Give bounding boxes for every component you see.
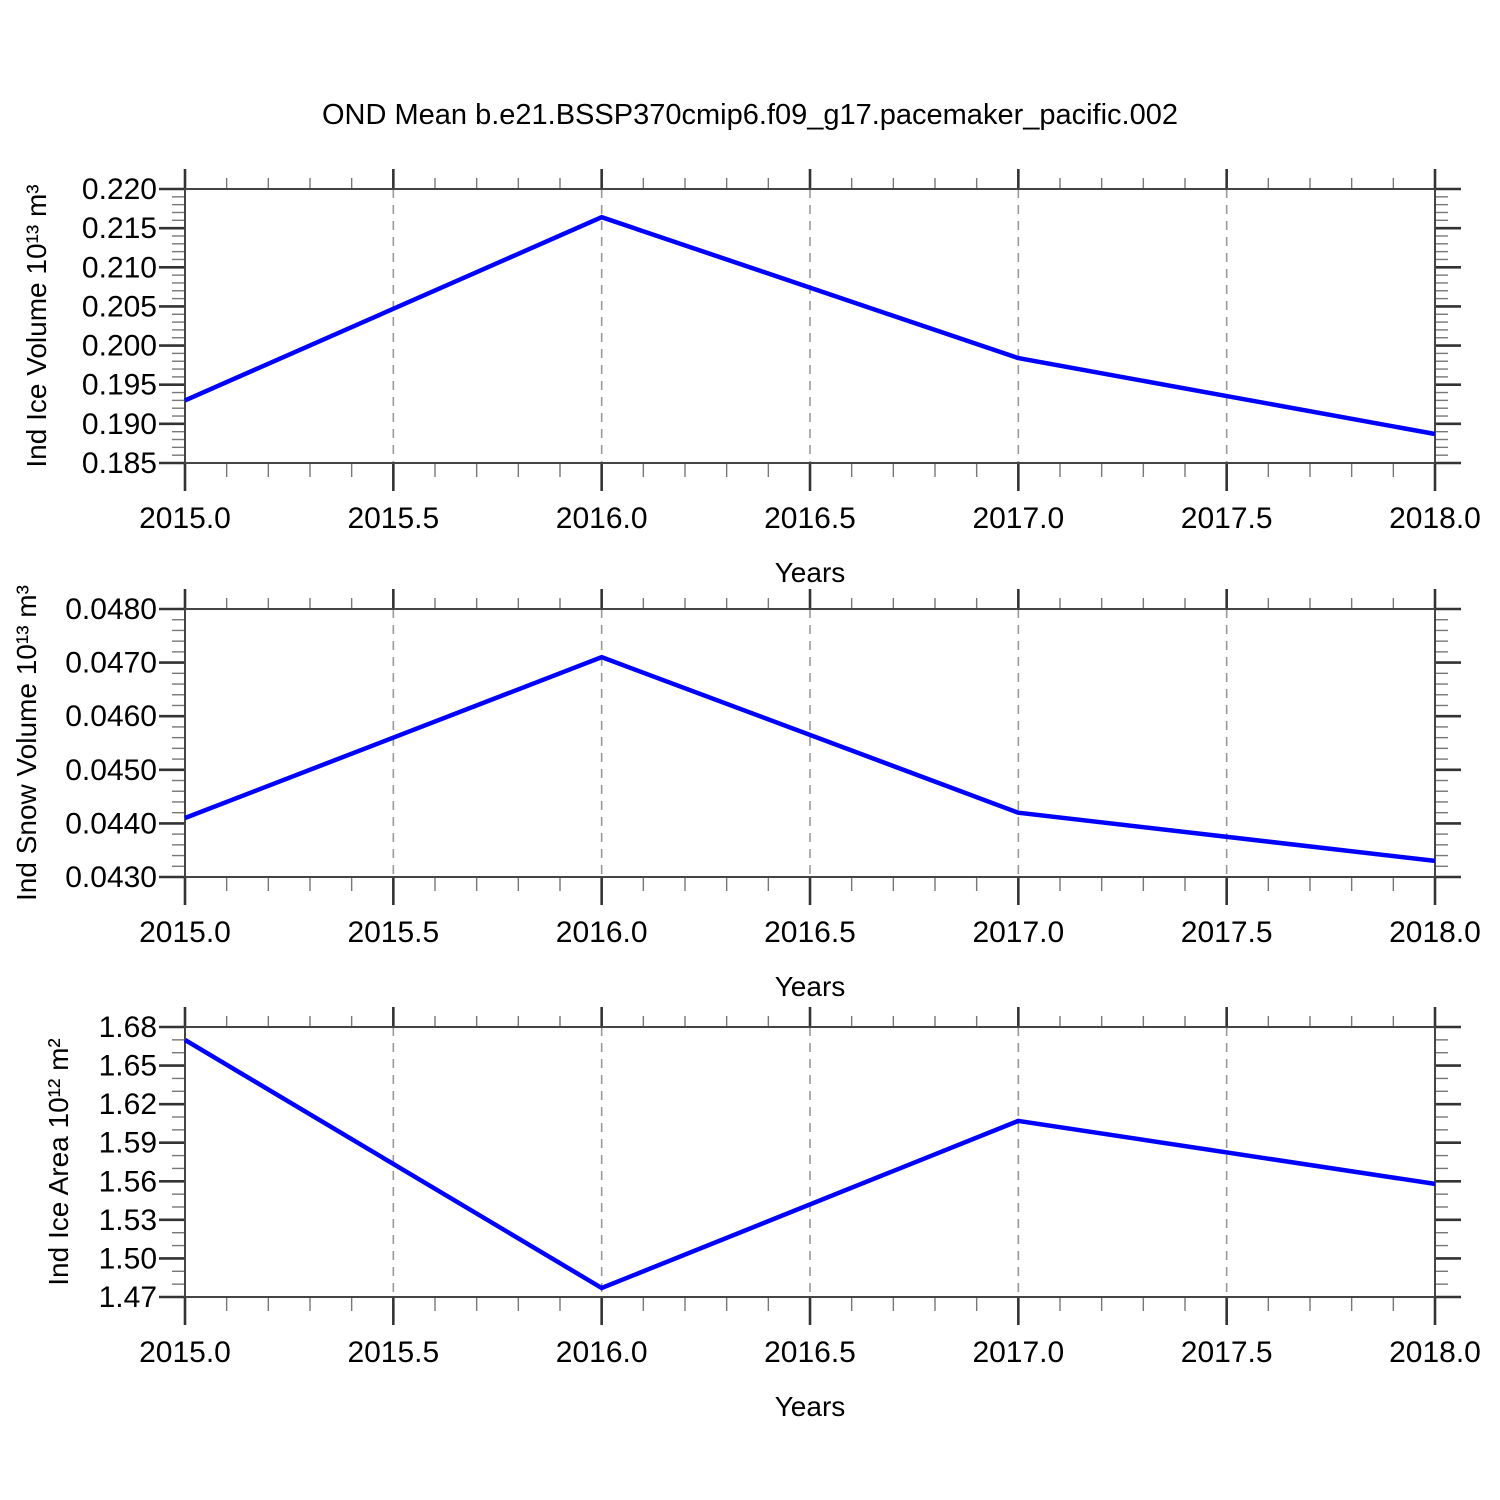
x-tick-label: 2018.0 [1389, 1336, 1481, 1369]
ind-snow-volume-panel: 2015.0 2015.5 2016.0 2016.5 2017.0 2017.5 2018… [65, 589, 1481, 1002]
plot-border [184, 1026, 1436, 1298]
x-tick-label: 2015.0 [139, 916, 231, 949]
y-tick-label: 0.0440 [65, 807, 157, 840]
x-tick-label: 2017.5 [1181, 916, 1273, 949]
ind-snow-volume-series-line [184, 654, 1436, 864]
ind-ice-area-series-line [183, 1037, 1436, 1291]
figure-title: OND Mean b.e21.BSSP370cmip6.f09_g17.pace… [321, 99, 1178, 131]
plot-border [184, 188, 1436, 464]
y-tick-label: 0.190 [82, 408, 157, 441]
x-tick-label: 2016.5 [764, 502, 856, 535]
x-tick-label: 2017.0 [972, 502, 1064, 535]
x-axis-title: Years [775, 557, 846, 588]
ind-ice-area-panel: 2015.0 2015.5 2016.0 2016.5 2017.0 2017.5 2018… [99, 1007, 1481, 1422]
x-tick-label: 2018.0 [1389, 502, 1481, 535]
y-tick-label: 0.0450 [65, 754, 157, 787]
x-tick-label: 2015.0 [139, 502, 231, 535]
y-tick-label: 0.0460 [65, 700, 157, 733]
x-tick-label: 2017.5 [1181, 502, 1273, 535]
y-tick-label: 0.210 [82, 251, 157, 284]
y-tick-label: 1.68 [99, 1011, 157, 1044]
x-tick-label: 2015.5 [347, 502, 439, 535]
x-tick-label: 2016.5 [764, 1336, 856, 1369]
x-axis-title: Years [775, 971, 846, 1002]
y-tick-label: 1.53 [99, 1204, 157, 1237]
y-tick-label: 1.59 [99, 1127, 157, 1160]
x-tick-label: 2018.0 [1389, 916, 1481, 949]
x-tick-label: 2017.5 [1181, 1336, 1273, 1369]
x-axis-title: Years [775, 1391, 846, 1422]
x-tick-label: 2017.0 [972, 1336, 1064, 1369]
y-tick-label: 0.215 [82, 212, 157, 245]
x-tick-label: 2016.0 [556, 502, 648, 535]
x-tick-label: 2016.0 [556, 1336, 648, 1369]
y-tick-label: 0.195 [82, 369, 157, 402]
x-tick-label: 2015.5 [347, 1336, 439, 1369]
y-tick-label: 1.65 [99, 1050, 157, 1083]
plot-border [184, 608, 1436, 878]
ind-ice-volume-panel: 2015.0 2015.5 2016.0 2016.5 2017.0 2017.5 2018… [82, 169, 1481, 588]
y-tick-label: 1.47 [99, 1281, 157, 1314]
y-tick-label: 0.0470 [65, 647, 157, 680]
y-tick-label: 0.185 [82, 447, 157, 480]
y-tick-label: 0.200 [82, 330, 157, 363]
ind-ice-volume-series-line [184, 214, 1436, 437]
y-tick-label: 0.220 [82, 173, 157, 206]
x-tick-label: 2015.0 [139, 1336, 231, 1369]
y-tick-label: 1.56 [99, 1165, 157, 1198]
y-tick-label: 1.62 [99, 1088, 157, 1121]
x-tick-label: 2016.5 [764, 916, 856, 949]
y-tick-label: 0.0430 [65, 861, 157, 894]
x-tick-label: 2016.0 [556, 916, 648, 949]
y-tick-label: 0.0480 [65, 593, 157, 626]
x-tick-label: 2015.5 [347, 916, 439, 949]
y-tick-label: 0.205 [82, 290, 157, 323]
x-tick-label: 2017.0 [972, 916, 1064, 949]
y-tick-label: 1.50 [99, 1242, 157, 1275]
